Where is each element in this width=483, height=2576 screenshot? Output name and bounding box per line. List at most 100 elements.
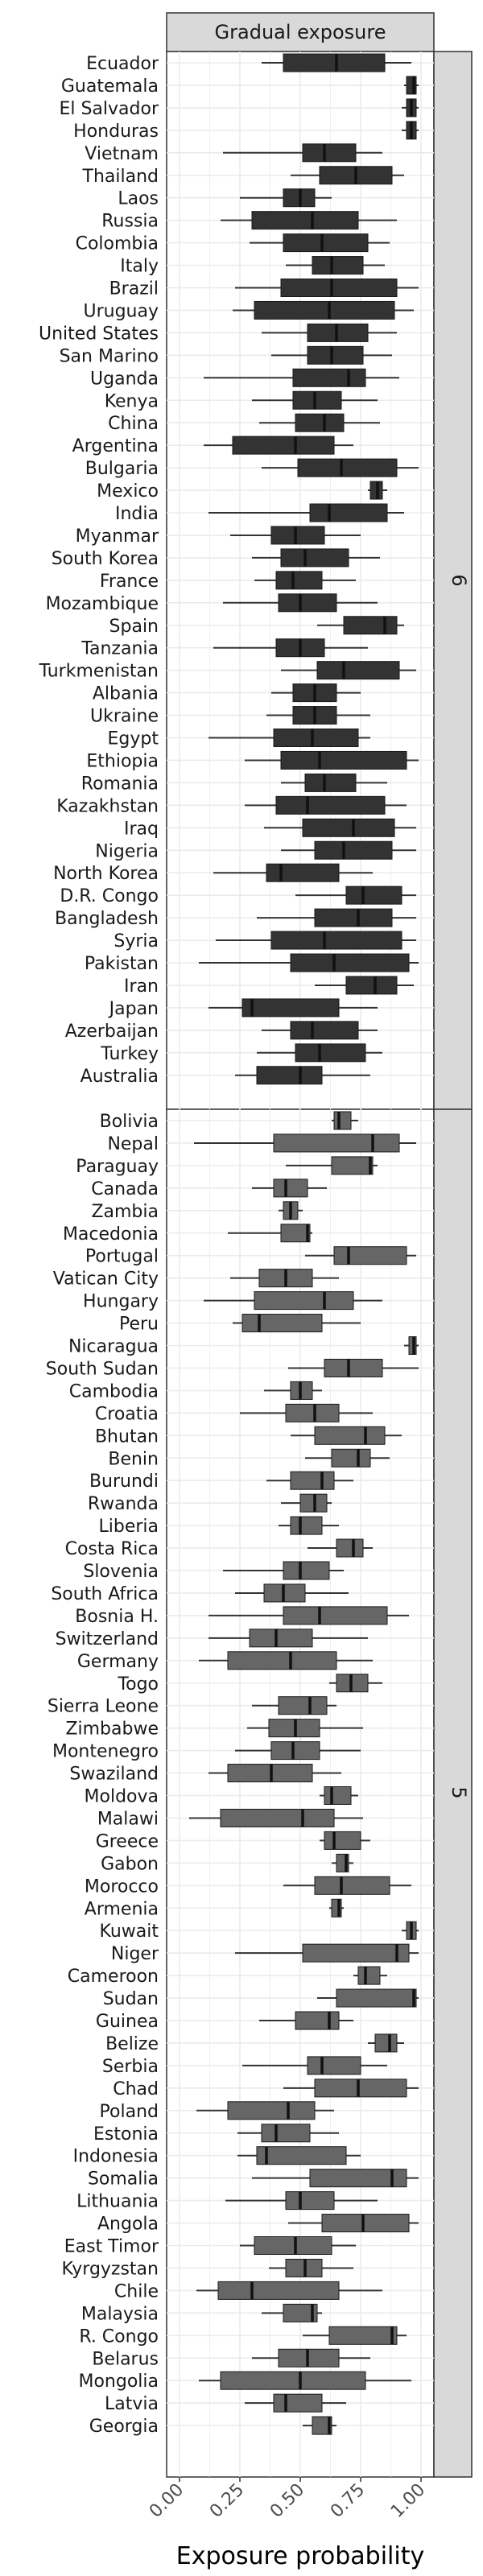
- country-label: Nigeria: [95, 841, 159, 861]
- box: [328, 2326, 398, 2345]
- box: [333, 1111, 352, 1130]
- country-label: North Korea: [53, 864, 159, 884]
- facet-strip-right-5: [433, 1108, 473, 2478]
- country-label: Swaziland: [69, 1765, 159, 1785]
- country-label: Bangladesh: [55, 909, 159, 929]
- country-label: Gabon: [101, 1854, 159, 1874]
- box: [324, 1358, 383, 1377]
- country-label: El Salvador: [59, 99, 159, 119]
- box: [333, 1246, 407, 1265]
- box: [251, 211, 359, 230]
- country-label: Togo: [117, 1674, 159, 1695]
- box: [290, 953, 410, 972]
- box: [295, 2011, 340, 2030]
- country-label: Bulgaria: [85, 459, 159, 479]
- country-label: Macedonia: [63, 1224, 159, 1245]
- box: [314, 1426, 386, 1445]
- country-label: Malaysia: [81, 2304, 159, 2324]
- box: [283, 53, 386, 72]
- country-label: Somalia: [88, 2169, 159, 2190]
- box: [312, 256, 364, 275]
- box: [304, 773, 357, 792]
- box: [278, 593, 337, 613]
- box: [292, 368, 366, 387]
- country-label: Cameroon: [68, 1967, 159, 1987]
- box: [302, 143, 357, 163]
- box: [278, 1696, 328, 1715]
- country-label: Zimbabwe: [65, 1719, 159, 1740]
- box: [261, 2124, 311, 2143]
- box: [302, 818, 395, 837]
- box: [324, 1786, 352, 1805]
- country-label: Indonesia: [73, 2147, 159, 2167]
- country-label: Niger: [111, 1944, 159, 1964]
- box: [357, 1966, 381, 1985]
- box: [280, 548, 349, 568]
- country-label: Kuwait: [100, 1922, 159, 1942]
- x-tick-label: 0.75: [327, 2480, 369, 2522]
- country-label: Croatia: [95, 1404, 159, 1424]
- country-label: France: [100, 572, 159, 592]
- box: [290, 1516, 323, 1535]
- country-label: United States: [39, 324, 159, 344]
- box: [345, 976, 398, 995]
- country-label: Cambodia: [69, 1381, 159, 1402]
- box: [254, 2236, 332, 2255]
- panel-label-5: 5: [448, 1786, 470, 1798]
- country-label: Georgia: [89, 2417, 159, 2437]
- country-label: Kenya: [105, 391, 159, 411]
- country-label: Guatemala: [61, 76, 159, 97]
- box: [307, 2056, 361, 2075]
- country-label: Bhutan: [95, 1426, 159, 1447]
- box: [302, 1943, 410, 1963]
- box: [273, 1179, 308, 1198]
- box: [220, 1808, 335, 1827]
- country-label: Chile: [114, 2281, 159, 2301]
- country-label: India: [115, 504, 159, 524]
- box: [314, 840, 393, 860]
- country-label: Benin: [108, 1449, 159, 1469]
- country-label: Portugal: [85, 1247, 159, 1267]
- x-tick-label: 0.25: [206, 2480, 248, 2522]
- country-label: Nicaragua: [68, 1337, 159, 1357]
- country-label: Romania: [81, 774, 159, 794]
- box: [280, 750, 407, 770]
- country-label: Moldova: [85, 1787, 159, 1807]
- box: [217, 2281, 340, 2300]
- box: [285, 1403, 340, 1422]
- box: [321, 2214, 410, 2233]
- box: [270, 526, 325, 545]
- box: [280, 1224, 311, 1243]
- country-label: Uganda: [90, 369, 159, 389]
- country-label: Syria: [114, 931, 159, 952]
- country-label: Albania: [93, 684, 159, 704]
- country-label: Costa Rica: [65, 1539, 159, 1559]
- country-label: Morocco: [85, 1876, 159, 1897]
- box: [290, 1021, 359, 1040]
- country-label: Poland: [100, 2102, 159, 2122]
- box: [273, 2393, 323, 2413]
- box: [307, 345, 364, 365]
- box: [256, 2146, 347, 2165]
- country-label: Kyrgyzstan: [61, 2259, 159, 2279]
- box: [220, 2371, 366, 2390]
- country-label: Argentina: [72, 436, 159, 456]
- box: [270, 931, 402, 950]
- box: [316, 661, 400, 680]
- country-label: Colombia: [76, 234, 159, 254]
- country-label: Ecuador: [86, 54, 159, 74]
- country-label: Belarus: [92, 2349, 159, 2369]
- box: [249, 1629, 313, 1648]
- country-label: Bolivia: [100, 1112, 159, 1132]
- country-label: Japan: [108, 999, 159, 1019]
- country-label: Serbia: [102, 2057, 159, 2077]
- country-label: Honduras: [73, 122, 159, 142]
- country-label: China: [108, 414, 159, 434]
- country-label: Slovenia: [83, 1562, 159, 1582]
- country-label: Ethiopia: [86, 751, 159, 771]
- x-tick-label: 1.00: [387, 2480, 429, 2522]
- country-label: Montenegro: [52, 1742, 159, 1762]
- panel-label-6: 6: [448, 574, 470, 586]
